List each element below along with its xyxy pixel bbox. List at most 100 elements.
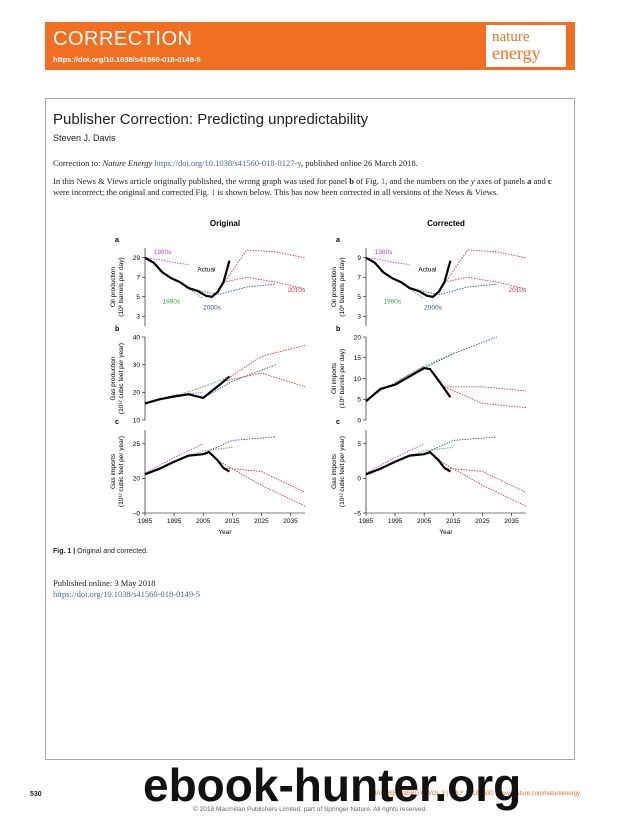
annotation: 1980s [375,249,393,256]
y-tick-label: 5 [357,441,361,448]
forecast-line [188,283,276,296]
x-tick-label: 2025 [475,518,490,525]
y-tick-label: 5 [357,397,361,404]
actual-line [144,256,231,298]
text: In this News & Views article originally … [53,176,350,186]
x-tick-label: 2015 [225,518,240,525]
column-heading: Corrected [427,219,465,228]
text: Original and corrected. [75,548,148,555]
text: of Fig. [354,176,381,186]
page-number: 530 [30,791,42,798]
text: a [527,176,532,186]
header-band: CORRECTION https://doi.org/10.1038/s4156… [45,22,575,70]
link[interactable]: 1 [380,176,386,186]
forecast-line [202,364,277,399]
journal-line: NATURE ENERGY | VOL 3 | JULY 2018 | 530 … [372,791,580,797]
y-axis-label: Oil production [110,267,117,307]
forecast-line [444,276,527,290]
forecast-line [424,436,497,454]
actual-line [365,450,451,476]
y-tick-label: 29 [133,255,141,262]
y-axis-label: (10⁶ barrels per day) [339,257,346,316]
annotation: 2010s [509,287,527,294]
figure-caption: Fig. 1 | Original and corrected. [53,548,148,555]
panel-letter: a [336,237,340,244]
y-tick-label: 15 [354,355,362,362]
actual-line [365,366,452,403]
text: Fig. 1 | [53,548,76,555]
x-axis-label: Year [218,529,232,536]
forecast-line [365,257,410,266]
x-tick-label: 2015 [446,518,461,525]
y-tick-label: 9 [357,255,361,262]
actual-line [365,256,452,298]
forecast-line [203,436,276,454]
x-tick-label: 2035 [504,518,519,525]
panel-letter: b [336,326,340,333]
forecast-line [173,375,233,397]
y-tick-label: 20 [133,390,141,397]
forecast-line [394,446,454,463]
x-tick-label: 2025 [254,518,269,525]
y-tick-label: 40 [133,334,141,341]
copyright: © 2018 Macmillan Publishers Limited, par… [193,806,427,813]
x-tick-label: 1995 [167,518,182,525]
forecast-line [217,249,306,293]
x-axis-label: Year [439,529,453,536]
forecast-line [144,257,189,266]
forecast-line [365,443,425,474]
y-tick-label: 7 [136,275,140,282]
annotation: 1990s [383,299,401,306]
y-tick-label: 10 [354,376,362,383]
x-tick-label: 2035 [283,518,298,525]
link[interactable]: https://doi.org/10.1038/s41560-018-0127-… [154,158,301,168]
annotation: Actual [418,266,437,273]
x-tick-label: 1985 [359,518,374,525]
forecast-line [144,391,204,404]
x-tick-label: 2005 [417,518,432,525]
panel-letter: b [115,326,119,333]
text: is shown below. This has now been correc… [215,187,499,197]
y-tick-label: −0 [133,510,141,517]
y-axis-label: Gas imports [331,453,338,489]
body-paragraph: In this News & Views article originally … [53,176,568,198]
forecast-line [223,467,306,493]
header-label: CORRECTION [53,28,193,50]
article-box [45,98,575,760]
journal-name: Nature Energy [102,158,153,168]
header-doi[interactable]: https://doi.org/10.1038/s41560-018-0149-… [53,55,201,64]
y-axis-label: Oil imports [331,362,338,394]
y-tick-label: 3 [136,314,140,321]
y-axis-label: (10⁶ barrels per day) [339,349,346,408]
y-tick-label: 20 [354,334,362,341]
y-tick-label: −5 [354,510,362,517]
text: y [470,176,475,186]
x-tick-label: 1985 [138,518,153,525]
text: were incorrect; the original and correct… [53,187,212,197]
published-link[interactable]: https://doi.org/10.1038/s41560-018-0149-… [53,589,201,599]
x-tick-label: 2005 [196,518,211,525]
text: axes of panels [474,176,528,186]
text: b [349,176,355,186]
annotation: 1990s [162,299,180,306]
annotation: 2000s [424,304,442,311]
column-heading: Original [210,219,240,228]
correction-note: Correction to: Nature Energy https://doi… [53,158,418,168]
annotation: 1980s [154,249,172,256]
annotation: 2010s [288,287,306,294]
y-tick-label: 10 [133,417,141,424]
annotation: 2000s [203,304,221,311]
forecast-line [438,249,527,293]
forecast-line [223,276,306,290]
link[interactable]: 1 [211,187,216,197]
forecast-line [444,386,527,409]
y-axis-label: (10¹² cubic feet per year) [339,436,346,507]
text: and [531,176,548,186]
logo-word: energy [492,43,541,63]
forecast-line [223,344,306,382]
text: c [547,176,552,186]
forecast-line [409,283,497,296]
annotation: Actual [197,266,216,273]
forecast-line [394,353,454,383]
